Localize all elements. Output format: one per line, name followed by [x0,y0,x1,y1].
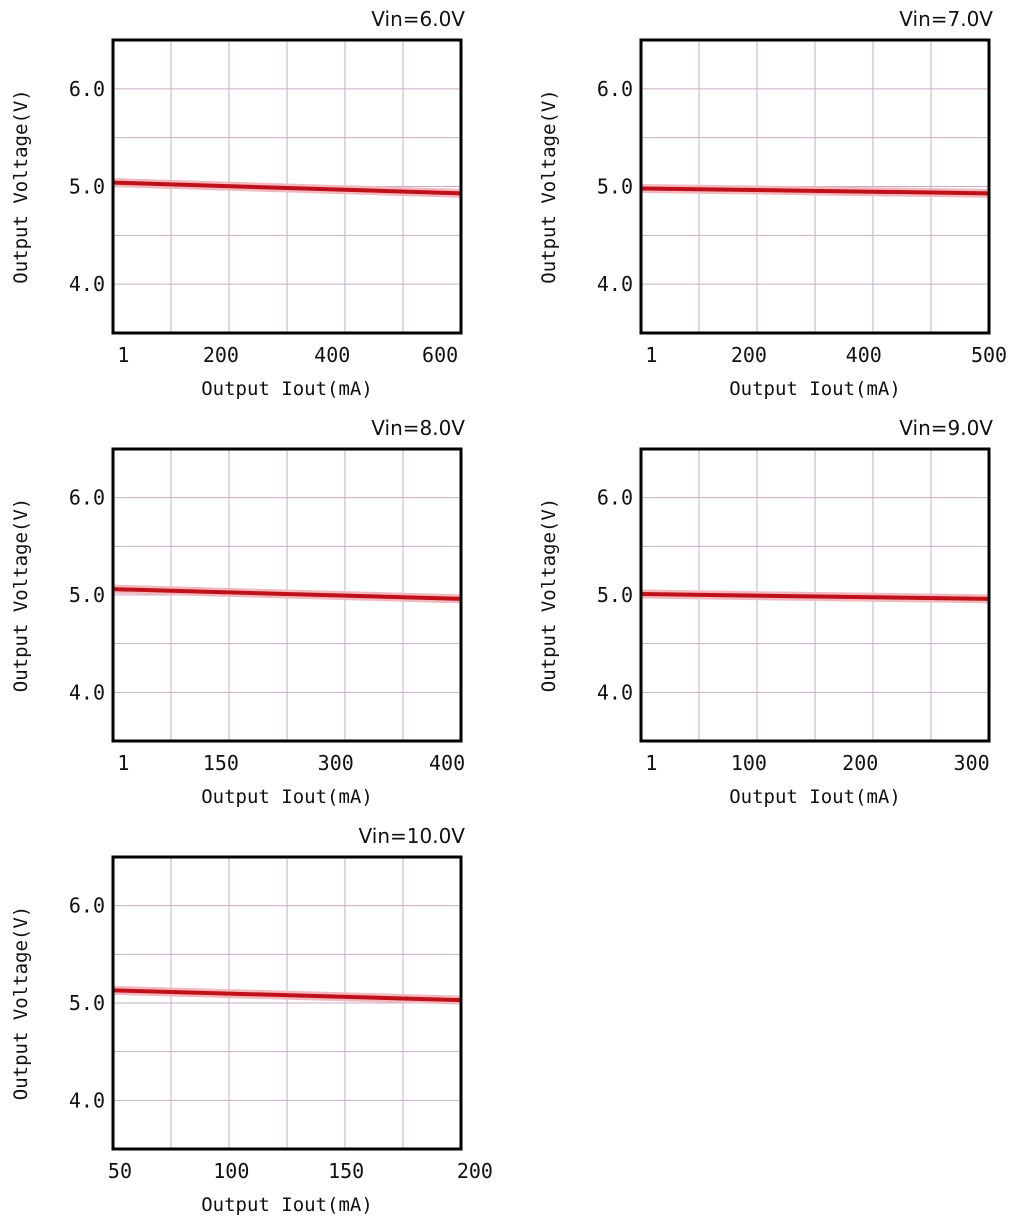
chart-title: Vin=10.0V [359,824,466,848]
y-tick-label: 6.0 [69,486,105,510]
series-line [112,587,462,601]
x-tick-label: 1 [645,343,657,367]
plot-frame [639,38,991,335]
y-tick-label: 4.0 [69,1088,105,1112]
chart-panel-2: Vin=7.0V 6.0 5.0 4.0 1 200 400 500 Output Iout(m… [538,7,1007,400]
x-tick-label: 400 [429,751,465,775]
chart-title: Vin=6.0V [371,7,465,31]
y-tick-label: 5.0 [69,583,105,607]
y-tick-label: 4.0 [69,272,105,296]
plot-frame [111,447,463,743]
series-line [112,988,462,1003]
x-tick-label: 200 [203,343,239,367]
chart-title: Vin=7.0V [899,7,993,31]
x-tick-label: 200 [731,343,767,367]
x-tick-label: 1 [117,343,129,367]
x-tick-label: 200 [842,751,878,775]
plot-frame [639,447,991,743]
x-tick-label: 1 [645,751,657,775]
chart-panel-4: Vin=9.0V 6.0 5.0 4.0 1 100 200 300 Output Iout(m… [538,416,993,808]
plot-frame [111,855,463,1151]
series-line [640,186,990,196]
x-axis-label: Output Iout(mA) [729,786,901,808]
x-axis-label: Output Iout(mA) [201,378,373,400]
y-axis-label: Output Voltage(V) [538,498,560,692]
y-tick-label: 5.0 [597,583,633,607]
y-tick-label: 6.0 [69,894,105,918]
series-line [640,592,990,601]
y-tick-label: 5.0 [597,175,633,199]
y-tick-label: 5.0 [69,991,105,1015]
y-tick-label: 6.0 [597,486,633,510]
y-axis-label: Output Voltage(V) [10,498,32,692]
x-axis-label: Output Iout(mA) [729,378,901,400]
x-tick-label: 150 [203,751,239,775]
x-tick-label: 100 [731,751,767,775]
chart-panel-1: Vin=6.0V 6.0 5.0 4.0 1 200 400 600 Output Iout(m… [10,7,465,400]
x-tick-label: 1 [117,751,129,775]
x-tick-label: 600 [422,343,458,367]
x-tick-label: 500 [971,343,1007,367]
x-axis-label: Output Iout(mA) [201,1194,373,1216]
y-tick-label: 6.0 [597,77,633,101]
y-tick-label: 4.0 [69,680,105,704]
plot-frame [111,38,463,335]
y-tick-label: 4.0 [597,272,633,296]
chart-panel-3: Vin=8.0V 6.0 5.0 4.0 1 150 300 400 Output Iout(m… [10,416,465,808]
x-tick-label: 300 [318,751,354,775]
x-tick-label: 300 [954,751,990,775]
y-axis-label: Output Voltage(V) [10,906,32,1100]
chart-title: Vin=9.0V [899,416,993,440]
x-axis-label: Output Iout(mA) [201,786,373,808]
x-tick-label: 400 [314,343,350,367]
x-tick-label: 50 [108,1159,132,1183]
x-tick-label: 100 [213,1159,249,1183]
y-tick-label: 4.0 [597,680,633,704]
y-tick-label: 6.0 [69,77,105,101]
x-tick-label: 400 [846,343,882,367]
series-line [112,180,462,196]
chart-title: Vin=8.0V [371,416,465,440]
chart-panel-5: Vin=10.0V 6.0 5.0 4.0 50 100 150 200 Output Iout… [10,824,493,1216]
y-axis-label: Output Voltage(V) [538,89,560,283]
y-axis-label: Output Voltage(V) [10,89,32,283]
x-tick-label: 150 [328,1159,364,1183]
x-tick-label: 200 [457,1159,493,1183]
y-tick-label: 5.0 [69,175,105,199]
